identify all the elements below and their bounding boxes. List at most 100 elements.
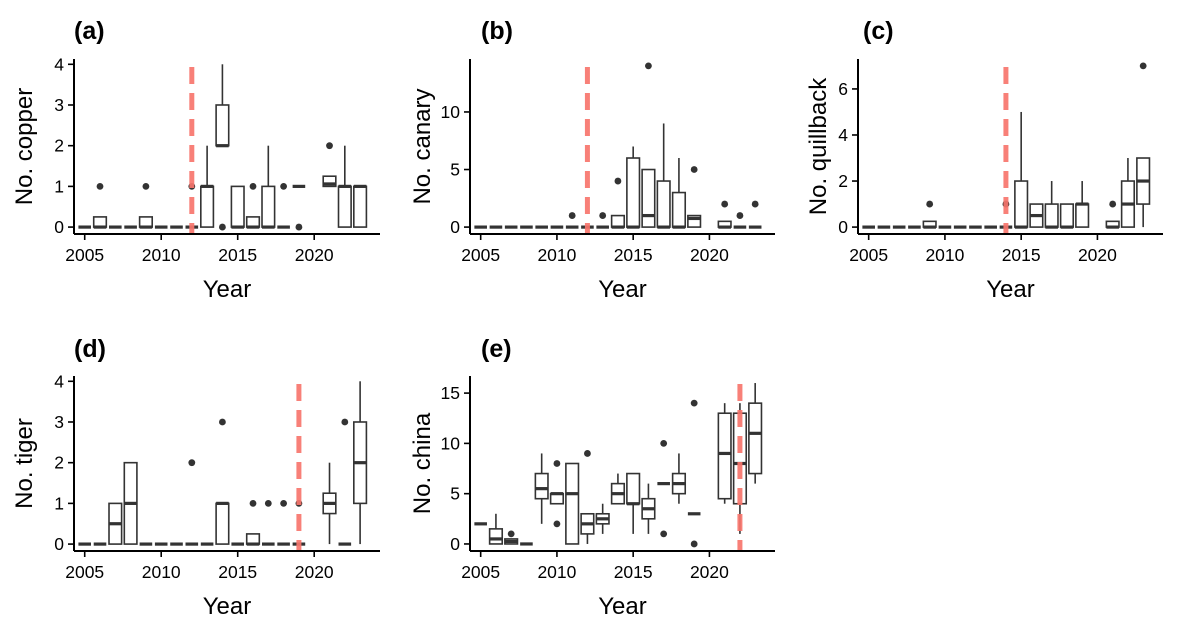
iqr-box	[230, 185, 245, 228]
x-tick-label: 2020	[295, 562, 334, 582]
outlier-point	[280, 499, 288, 507]
box-2022	[338, 418, 352, 546]
outlier-point	[690, 166, 698, 173]
outlier-point	[690, 399, 698, 407]
iqr-box	[1044, 203, 1059, 228]
panel-label: (a)	[74, 17, 105, 45]
x-tick-label: 2005	[461, 245, 500, 265]
box-2015	[1014, 111, 1029, 229]
outlier-point	[926, 200, 934, 208]
outlier-point	[660, 530, 668, 538]
y-tick-label: 15	[441, 383, 460, 403]
iqr-box	[534, 472, 549, 500]
iqr-box	[748, 402, 763, 475]
y-axis-title: No. china	[409, 412, 436, 514]
box-2016	[641, 483, 656, 534]
box-2014	[215, 64, 230, 231]
iqr-box	[641, 168, 656, 228]
box-2013	[200, 145, 215, 228]
box-2019	[1075, 181, 1090, 228]
outlier-point	[553, 520, 561, 528]
box-2007	[108, 502, 123, 545]
box-2023	[353, 184, 368, 228]
iqr-box	[200, 185, 215, 228]
box-2006	[92, 182, 108, 229]
box-2022	[733, 212, 747, 229]
x-tick-label: 2015	[218, 562, 257, 582]
outlier-point	[219, 223, 226, 231]
x-tick-label: 2015	[1002, 245, 1041, 265]
x-axis-title: Year	[203, 593, 252, 620]
panel-label: (b)	[481, 17, 513, 45]
panel-b: (b) 2005 2010 2015 2020 0 5 10 Year No. canary	[409, 17, 775, 303]
y-tick-label: 2	[54, 136, 64, 156]
iqr-box	[215, 104, 230, 147]
box-2015	[626, 472, 641, 534]
box-2018	[277, 182, 290, 229]
outlier-point	[614, 177, 622, 185]
iqr-box	[322, 175, 337, 188]
outlier-point	[341, 418, 349, 426]
y-tick-label: 2	[838, 171, 848, 191]
x-tick-label: 2005	[461, 562, 500, 582]
outlier-point	[553, 460, 561, 467]
box-2014	[610, 177, 626, 229]
outlier-point	[188, 459, 196, 467]
x-tick-label: 2015	[614, 562, 653, 582]
outlier-point	[96, 182, 104, 190]
x-tick-label: 2010	[142, 245, 181, 265]
iqr-box	[1075, 203, 1090, 228]
y-tick-label: 5	[450, 160, 460, 180]
box-2017	[656, 123, 671, 229]
x-tick-label: 2015	[218, 245, 257, 265]
y-tick-label: 10	[441, 102, 461, 122]
x-tick-label: 2005	[65, 245, 104, 265]
outlier-point	[645, 62, 652, 70]
x-tick-label: 2005	[65, 562, 104, 582]
box-2013	[596, 212, 609, 229]
y-axis-title: No. copper	[11, 88, 38, 205]
outlier-point	[736, 212, 744, 219]
box-2011	[565, 462, 580, 545]
iqr-box	[261, 185, 276, 228]
iqr-box	[610, 214, 626, 228]
y-tick-label: 10	[441, 433, 461, 453]
box-2014	[610, 473, 626, 505]
box-2017	[261, 145, 276, 229]
outlier-point	[280, 182, 288, 190]
box-2009	[138, 182, 154, 229]
x-axis-title: Year	[203, 276, 252, 303]
outlier-point	[660, 439, 668, 447]
outlier-point	[326, 142, 333, 150]
y-axis-title: No. tiger	[11, 418, 38, 509]
outlier-point	[142, 182, 150, 190]
iqr-box	[656, 180, 671, 228]
box-2022	[1120, 158, 1136, 228]
box-2008	[123, 461, 138, 545]
iqr-box	[671, 191, 687, 228]
x-tick-label: 2020	[690, 245, 729, 265]
box-2019	[292, 184, 306, 231]
y-axis-title: No. quillback	[805, 77, 832, 215]
panel-label: (c)	[863, 17, 894, 45]
outlier-point	[295, 223, 303, 231]
box-2014	[215, 418, 230, 545]
y-tick-label: 3	[54, 412, 64, 432]
box-2017	[262, 499, 275, 546]
x-tick-label: 2020	[295, 245, 334, 265]
iqr-box	[626, 472, 641, 505]
x-tick-label: 2010	[537, 562, 576, 582]
outlier-point	[599, 212, 607, 219]
iqr-box	[337, 185, 352, 228]
box-2006	[488, 513, 504, 545]
y-tick-label: 0	[450, 534, 460, 554]
box-2016	[245, 182, 261, 229]
box-2016	[1029, 203, 1044, 228]
y-tick-label: 3	[54, 95, 64, 115]
outlier-point	[751, 200, 759, 208]
iqr-box	[353, 185, 368, 228]
box-2018	[1059, 203, 1075, 229]
box-2007	[504, 530, 519, 545]
box-2021	[322, 462, 337, 545]
iqr-box	[488, 528, 504, 545]
